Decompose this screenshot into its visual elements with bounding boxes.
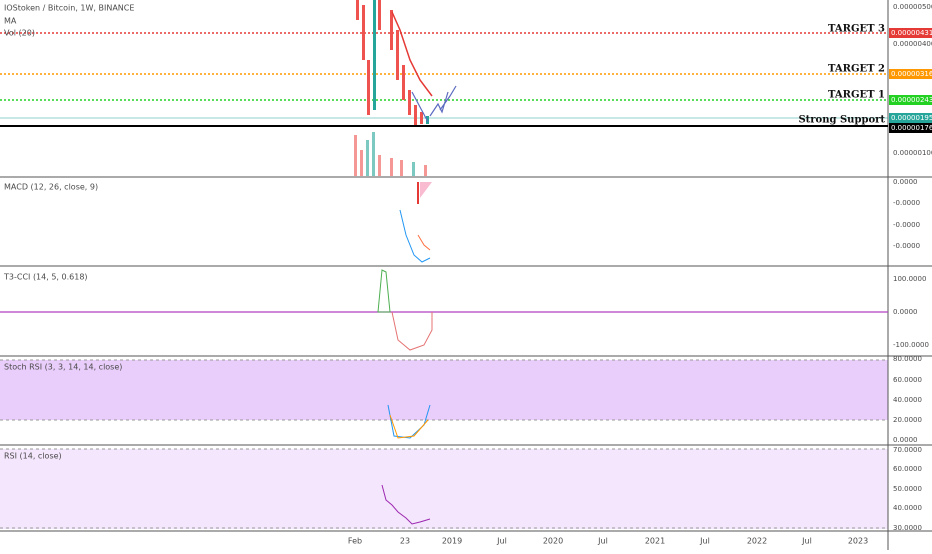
price-tag: [889, 95, 932, 105]
cci-neg: [391, 311, 433, 351]
price-tag-text: 0.00000243: [891, 96, 932, 104]
ma-line: [391, 11, 433, 97]
time-label: Feb: [348, 537, 362, 546]
time-label: Jul: [699, 537, 710, 546]
chart-title: IOStoken / Bitcoin, 1W, BINANCE: [4, 4, 134, 13]
axis-label: -0.0000: [893, 221, 920, 229]
ma-label: MA: [4, 17, 17, 26]
rsi-line: [381, 484, 431, 525]
axis-label: 60.0000: [893, 465, 922, 473]
price-tag: [889, 113, 932, 123]
price-tag-text: 0.00000431: [891, 29, 932, 37]
axis-label: 60.0000: [893, 376, 922, 384]
axis-label: -100.0000: [893, 341, 929, 349]
axis-label: 40.0000: [893, 396, 922, 404]
price-tag: [889, 69, 932, 79]
axis-label: 40.0000: [893, 504, 922, 512]
stoch-k: [387, 404, 431, 439]
time-label: 2023: [848, 537, 868, 546]
target-label: TARGET 1: [828, 90, 885, 101]
axis-label: -0.0000: [893, 242, 920, 250]
axis-label: 0.00000400: [893, 40, 932, 48]
price-tag: [889, 28, 932, 38]
time-label: Jul: [496, 537, 507, 546]
axis-label: 0.00000500: [893, 3, 932, 11]
axis-label: 20.0000: [893, 416, 922, 424]
price-tag: [889, 123, 932, 133]
axis-label: 0.0000: [893, 436, 918, 444]
projection-arrows: [411, 85, 457, 123]
axis-label: 100.0000: [893, 275, 926, 283]
axis-label: 50.0000: [893, 485, 922, 493]
axis-label: 80.0000: [893, 355, 922, 363]
cci-pos: [377, 269, 391, 313]
macd-hist: [420, 182, 432, 198]
time-label: 2019: [442, 537, 462, 546]
axis-label: 70.0000: [893, 446, 922, 454]
rsi-band: [0, 449, 888, 529]
vol-label: Vol (20): [4, 29, 35, 38]
time-label: Jul: [597, 537, 608, 546]
target-label: Strong Support: [798, 115, 885, 126]
stoch-band: [0, 360, 888, 420]
volume: [354, 132, 427, 176]
time-label: 2022: [747, 537, 767, 546]
price-tag-text: 0.00000195: [891, 114, 932, 122]
axis-label: 0.0000: [893, 308, 918, 316]
time-label: 23: [400, 537, 410, 546]
macd-hist: [417, 182, 419, 204]
axis-label: 0.00000100: [893, 149, 932, 157]
pane-label: MACD (12, 26, close, 9): [4, 183, 98, 192]
target-label: TARGET 2: [828, 64, 885, 75]
axis-label: -0.0000: [893, 199, 920, 207]
stoch-d: [389, 414, 429, 439]
time-label: 2020: [543, 537, 563, 546]
price-tag-text: 0.00000316: [891, 70, 932, 78]
target-label: TARGET 3: [828, 24, 885, 35]
pane-label: Stoch RSI (3, 3, 14, 14, close): [4, 363, 122, 372]
macd-line: [399, 209, 431, 263]
pane-label: T3-CCI (14, 5, 0.618): [3, 273, 88, 282]
axis-label: 30.0000: [893, 524, 922, 532]
signal-line: [417, 234, 431, 251]
time-label: Jul: [801, 537, 812, 546]
time-label: 2021: [645, 537, 665, 546]
axis-label: 0.0000: [893, 178, 918, 186]
price-tag-text: 0.00000176: [891, 124, 932, 132]
pane-label: RSI (14, close): [4, 452, 62, 461]
